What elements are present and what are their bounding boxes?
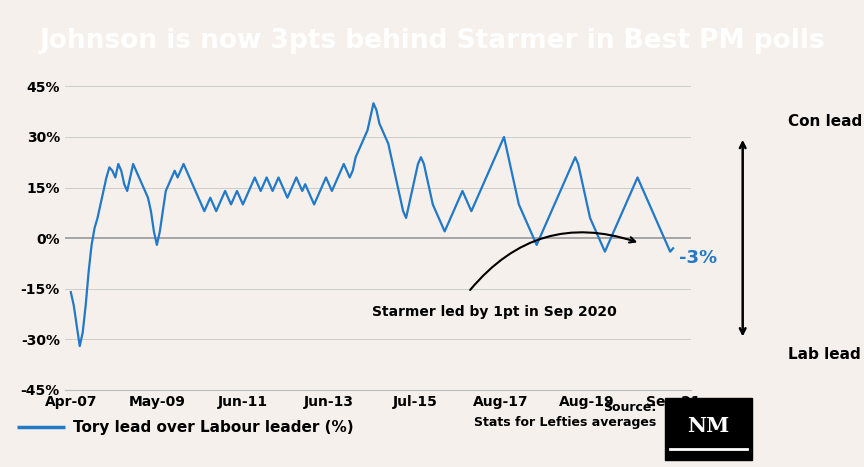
Text: Lab lead: Lab lead bbox=[788, 347, 861, 362]
Text: NM: NM bbox=[688, 416, 729, 436]
Text: Source:
Stats for Lefties averages: Source: Stats for Lefties averages bbox=[474, 401, 657, 429]
FancyBboxPatch shape bbox=[665, 398, 752, 460]
Text: Tory lead over Labour leader (%): Tory lead over Labour leader (%) bbox=[73, 420, 354, 435]
Text: Con lead: Con lead bbox=[788, 114, 862, 129]
Text: -3%: -3% bbox=[679, 249, 717, 268]
Text: Starmer led by 1pt in Sep 2020: Starmer led by 1pt in Sep 2020 bbox=[372, 305, 617, 319]
Text: Johnson is now 3pts behind Starmer in Best PM polls: Johnson is now 3pts behind Starmer in Be… bbox=[39, 28, 825, 54]
